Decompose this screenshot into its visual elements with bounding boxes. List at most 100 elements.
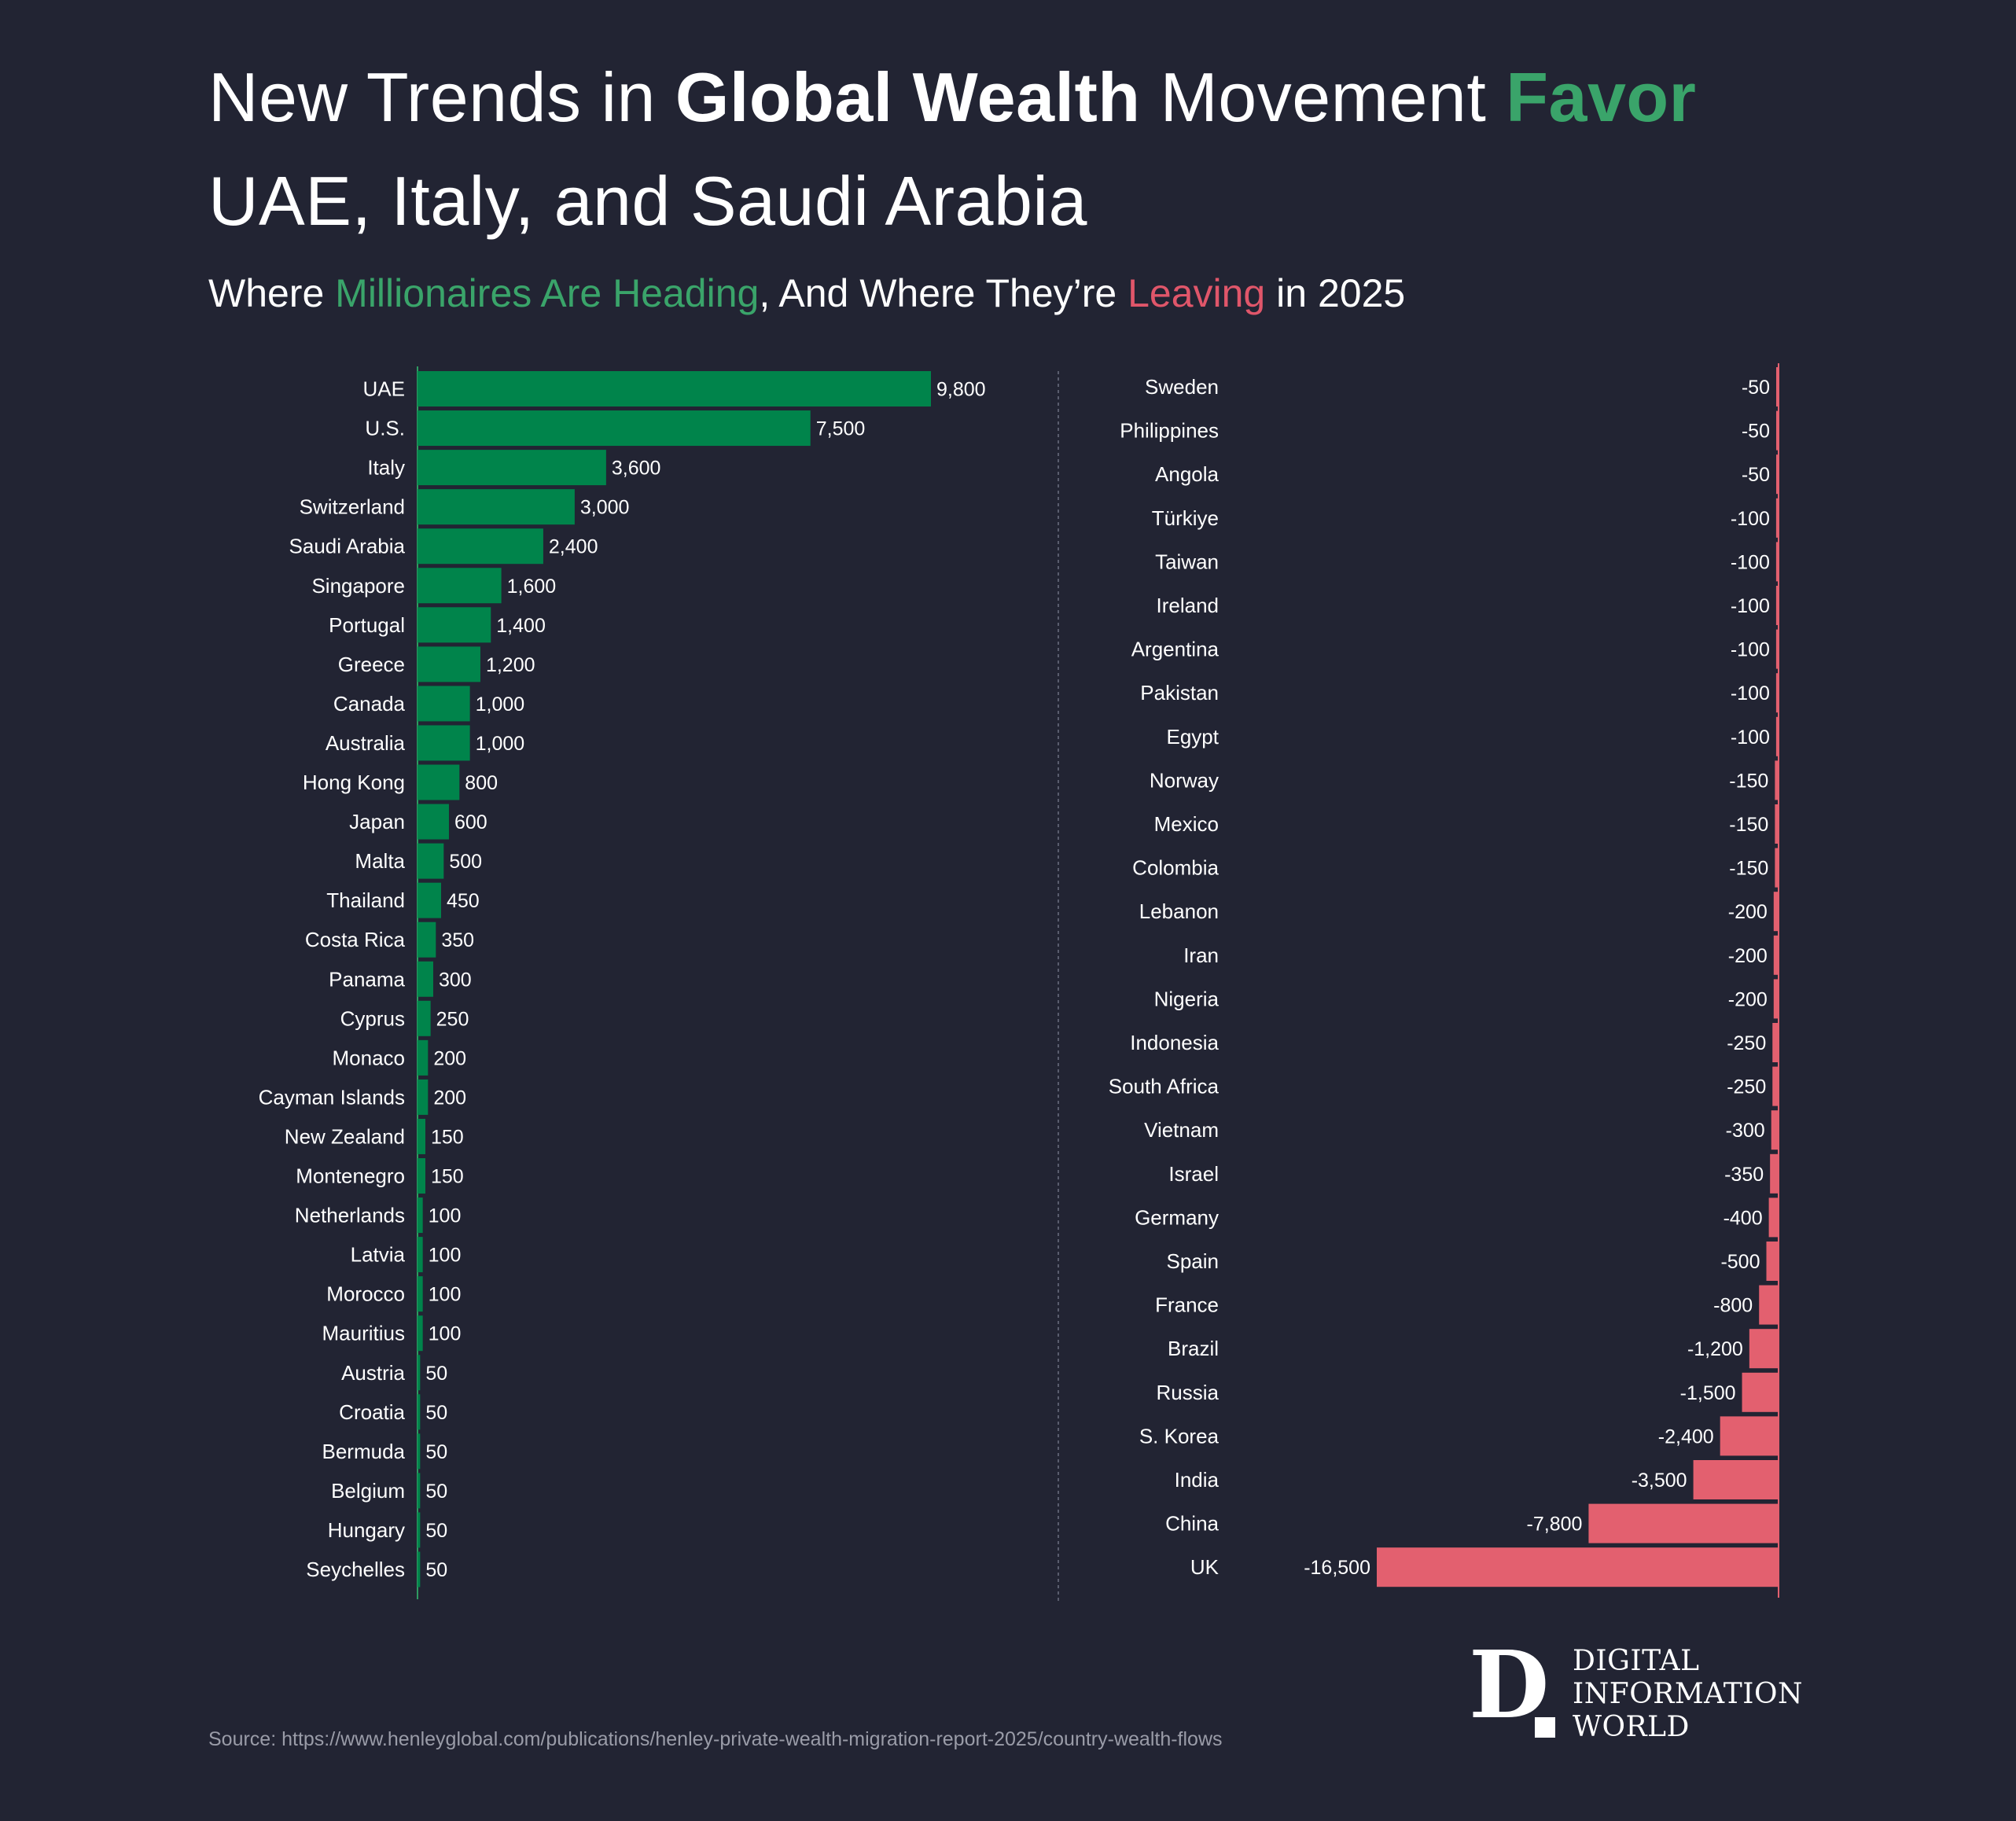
category-label: Hungary [328,1518,405,1542]
title-line-2: UAE, Italy, and Saudi Arabia [208,162,1087,240]
inflow-bar [418,568,502,604]
category-label: Hong Kong [303,771,405,794]
category-label: S. Korea [1139,1424,1220,1448]
outflow-bar [1775,586,1779,625]
category-label: Malta [355,849,405,873]
inflow-bar [418,1000,431,1036]
inflow-bar [418,1355,421,1391]
category-label: Monaco [333,1046,406,1069]
data-label: 1,200 [486,654,535,676]
title-text: Movement [1140,58,1506,136]
data-label: 50 [425,1363,447,1385]
data-label: -100 [1731,682,1770,704]
outflow-bar [1773,892,1779,932]
inflow-bar [418,1237,423,1273]
data-label: -2,400 [1658,1426,1714,1448]
data-label: -100 [1731,551,1770,573]
data-label: -100 [1731,727,1770,749]
outflow-bar [1775,542,1779,582]
category-label: Saudi Arabia [289,535,406,558]
category-label: Netherlands [295,1204,405,1227]
data-label: 50 [425,1481,447,1503]
inflow-bar [418,607,491,643]
inflow-bar [418,922,436,958]
category-label: Greece [338,653,405,676]
category-label: Mexico [1154,812,1219,836]
data-label: -100 [1731,595,1770,617]
data-label: 450 [447,890,480,912]
category-label: Panama [329,967,405,991]
category-label: Mauritius [322,1322,405,1345]
category-label: Spain [1167,1249,1220,1273]
category-label: Sweden [1145,375,1219,399]
category-label: Cayman Islands [259,1085,405,1109]
category-label: Montenegro [296,1164,405,1188]
outflow-bar [1749,1329,1779,1369]
data-label: -800 [1713,1295,1753,1317]
outflow-bar [1776,454,1779,495]
outflow-bar [1588,1503,1779,1543]
inflow-bar [418,961,433,997]
data-label: -100 [1731,639,1770,661]
data-label: 350 [441,929,474,951]
data-label: 2,400 [549,536,598,558]
inflow-bar [418,410,811,447]
data-label: 200 [433,1047,466,1069]
logo-square-icon [1535,1717,1555,1738]
data-label: -150 [1729,858,1768,880]
inflow-bar [418,764,460,800]
logo-line: DIGITAL [1573,1645,1700,1677]
data-label: 500 [449,851,482,873]
category-label: Philippines [1120,419,1219,443]
data-label: -200 [1728,988,1768,1010]
inflow-bar [418,1512,421,1548]
data-label: -200 [1728,945,1768,967]
category-label: Lebanon [1139,899,1219,923]
outflow-bar [1720,1416,1779,1456]
subtitle-text: , And Where They’re [759,271,1128,315]
category-label: Norway [1150,768,1219,792]
title-text: New Trends in [208,58,675,136]
outflow-bar [1775,760,1779,800]
logo-line: WORLD [1573,1711,1690,1743]
category-label: Cyprus [340,1006,405,1030]
data-label: -150 [1729,770,1768,792]
outflow-bar [1771,1110,1779,1150]
outflow-bar [1775,804,1779,844]
outflow-bar [1693,1460,1779,1499]
data-label: 100 [429,1284,462,1306]
data-label: 100 [429,1205,462,1227]
inflow-bar [418,686,470,722]
inflow-bar [418,489,575,525]
inflow-bar [418,450,606,486]
category-label: Switzerland [300,495,405,519]
category-label: UK [1190,1555,1220,1579]
logo-text: DIGITAL INFORMATION WORLD [1573,1645,1803,1744]
data-label: -1,500 [1680,1382,1736,1404]
inflow-bar [418,371,931,407]
logo-line: INFORMATION [1573,1678,1803,1710]
data-label: 800 [465,772,498,794]
outflow-bar [1768,1197,1779,1238]
category-label: Germany [1135,1205,1219,1229]
outflow-bar [1776,410,1779,451]
category-label: Russia [1157,1381,1220,1404]
data-label: 1,600 [507,576,557,598]
category-label: Australia [326,731,406,755]
category-label: Egypt [1167,725,1220,749]
category-label: Israel [1168,1162,1219,1186]
inflow-bar [418,804,449,840]
brand-logo: D DIGITAL INFORMATION WORLD [1469,1634,1802,1747]
inflow-bar [418,1315,423,1352]
inflow-bar [418,528,543,565]
data-label: 1,000 [476,733,525,755]
category-label: UAE [363,377,405,401]
data-label: -50 [1742,421,1770,443]
data-label: -200 [1728,901,1768,923]
inflow-bar [418,725,470,761]
data-label: -400 [1724,1207,1763,1229]
inflow-bar [418,1039,429,1076]
outflow-bar [1773,935,1779,975]
data-label: 100 [429,1245,462,1267]
